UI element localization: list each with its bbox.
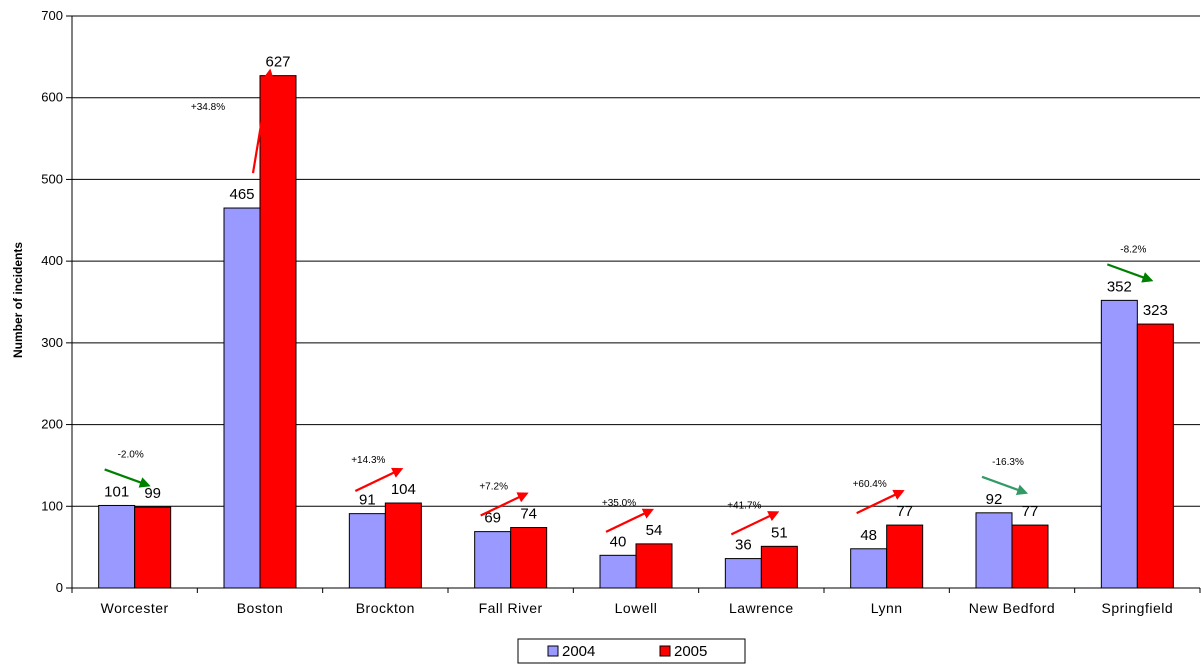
- change-arrow: [480, 492, 529, 517]
- axes: 0 100 200 300 400 500 600 700 Worcester Boston Bro…: [41, 8, 1201, 616]
- data-label: 91: [359, 492, 376, 509]
- data-label: 74: [520, 506, 537, 523]
- data-label: 323: [1143, 302, 1168, 319]
- change-arrow: [104, 468, 151, 488]
- bar-2005: [1011, 524, 1049, 589]
- y-axis-label: Number of incidents: [11, 242, 25, 358]
- data-label: 77: [896, 503, 913, 520]
- data-label: 40: [610, 533, 627, 550]
- y-tick-label: 200: [41, 417, 63, 432]
- x-tick-label: Brockton: [356, 600, 415, 616]
- change-arrow: [354, 467, 404, 493]
- y-tick-label: 400: [41, 253, 63, 268]
- bar-2004: [348, 513, 386, 589]
- change-arrow: [251, 68, 274, 174]
- x-tick-label: Lowell: [615, 600, 658, 616]
- change-label: +41.7%: [727, 500, 761, 511]
- data-labels: 101 99 465 627 91 104 69 74 40 54 36 51 48 77 92 77 352 3…: [104, 54, 1168, 554]
- bar-2004: [223, 207, 261, 589]
- y-tick-label: 600: [41, 90, 63, 105]
- change-label: +34.8%: [191, 102, 225, 113]
- data-label: 77: [1022, 503, 1039, 520]
- change-label: +35.0%: [602, 498, 636, 509]
- data-label: 104: [391, 481, 416, 498]
- change-arrow: [1106, 263, 1154, 283]
- data-label: 627: [265, 54, 290, 71]
- change-arrow: [730, 511, 780, 536]
- bar-2004: [975, 512, 1013, 589]
- data-label: 99: [144, 485, 161, 502]
- change-label: +14.3%: [351, 455, 385, 466]
- y-tick-label: 500: [41, 171, 63, 186]
- change-label: +60.4%: [853, 479, 887, 490]
- bar-2004: [724, 558, 762, 589]
- data-label: 465: [229, 186, 254, 203]
- x-tick-label: Lawrence: [729, 600, 794, 616]
- bar-2005: [886, 524, 924, 589]
- bar-2005: [259, 75, 297, 589]
- data-label: 51: [771, 524, 788, 541]
- bar-2004: [599, 554, 637, 589]
- legend: 2004 2005: [517, 638, 746, 664]
- x-tick-label: New Bedford: [969, 600, 1055, 616]
- change-arrow: [981, 475, 1029, 495]
- bar-2005: [134, 506, 172, 589]
- bar-2005: [510, 527, 548, 589]
- data-label: 54: [646, 522, 663, 539]
- change-label: -8.2%: [1120, 244, 1146, 255]
- x-tick-label: Boston: [237, 600, 284, 616]
- bar-2005: [760, 545, 798, 589]
- change-arrow: [605, 508, 654, 533]
- legend-label: 2004: [562, 643, 595, 660]
- x-tick-label: Springfield: [1102, 600, 1174, 616]
- change-label: -16.3%: [992, 457, 1024, 468]
- change-annotations: -2.0% +34.8% +14.3% +7.2% +35.0% +41.7% +60.4%…: [104, 68, 1154, 536]
- bar-2004: [1100, 299, 1138, 589]
- y-tick-label: 700: [41, 8, 63, 23]
- change-label: +7.2%: [479, 482, 508, 493]
- bar-2005: [635, 543, 673, 589]
- data-label: 48: [860, 527, 877, 544]
- y-tick-label: 100: [41, 498, 63, 513]
- change-arrow: [856, 489, 905, 515]
- legend-swatch: [659, 645, 671, 657]
- legend-swatch: [547, 645, 559, 657]
- change-label: -2.0%: [118, 449, 144, 460]
- legend-label: 2005: [674, 643, 707, 660]
- bar-2004: [474, 531, 512, 589]
- data-label: 69: [484, 510, 501, 527]
- bars: [98, 75, 1174, 589]
- bar-2005: [1136, 323, 1174, 589]
- data-label: 352: [1107, 278, 1132, 295]
- data-label: 101: [104, 483, 129, 500]
- y-tick-label: 0: [56, 580, 63, 595]
- x-tick-label: Fall River: [479, 600, 543, 616]
- y-tick-label: 300: [41, 335, 63, 350]
- bar-2005: [384, 502, 422, 589]
- bar-2004: [98, 504, 136, 589]
- data-label: 36: [735, 537, 752, 554]
- data-label: 92: [986, 491, 1003, 508]
- x-tick-label: Worcester: [101, 600, 169, 616]
- bar-2004: [850, 548, 888, 589]
- x-tick-label: Lynn: [871, 600, 903, 616]
